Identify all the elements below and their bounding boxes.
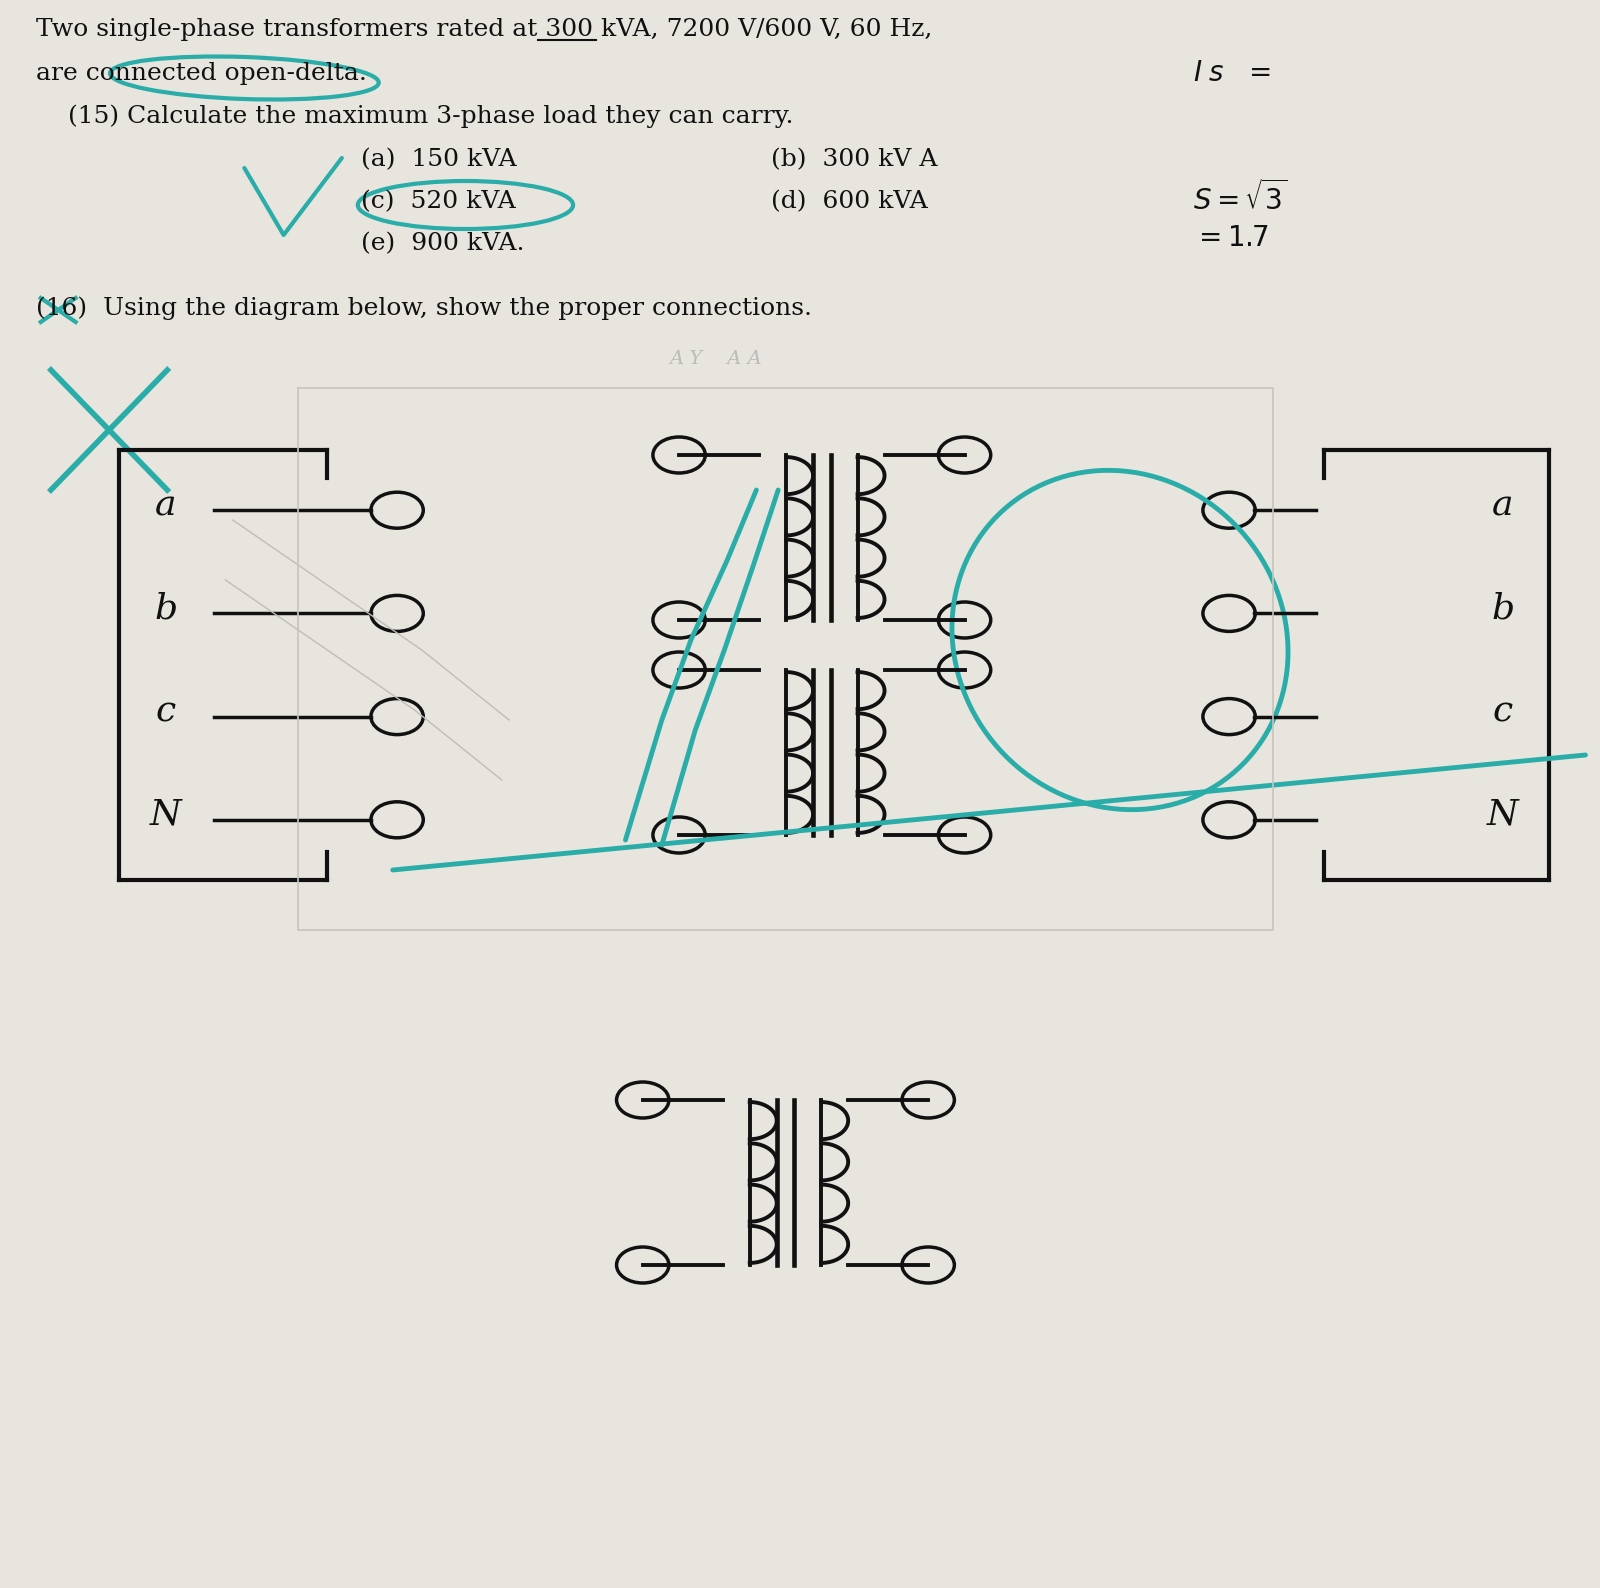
Text: are connected open-delta.: are connected open-delta. [37, 62, 368, 86]
Text: (b)  300 kV A: (b) 300 kV A [771, 148, 938, 172]
Text: $I \; s \;$  =: $I \; s \;$ = [1192, 60, 1270, 87]
Text: a: a [155, 488, 176, 522]
Text: (c)  520 kVA: (c) 520 kVA [360, 191, 515, 213]
Text: A Y    A A: A Y A A [669, 349, 762, 368]
Text: b: b [154, 591, 178, 626]
Text: c: c [155, 694, 176, 729]
Text: (d)  600 kVA: (d) 600 kVA [771, 191, 928, 213]
Text: N: N [1486, 797, 1518, 832]
Text: (16)  Using the diagram below, show the proper connections.: (16) Using the diagram below, show the p… [37, 295, 813, 319]
Text: $S = \sqrt{3}$: $S = \sqrt{3}$ [1192, 179, 1288, 216]
Text: (a)  150 kVA: (a) 150 kVA [360, 148, 517, 172]
Text: (15) Calculate the maximum 3-phase load they can carry.: (15) Calculate the maximum 3-phase load … [37, 103, 794, 127]
Text: a: a [1491, 488, 1514, 522]
Text: $= 1.7$: $= 1.7$ [1192, 225, 1269, 252]
Text: Two single-phase transformers rated at 300 kVA, 7200 V/600 V, 60 Hz,: Two single-phase transformers rated at 3… [37, 17, 933, 41]
Text: b: b [1491, 591, 1514, 626]
Text: (e)  900 kVA.: (e) 900 kVA. [360, 232, 525, 256]
Text: c: c [1493, 694, 1512, 729]
Text: N: N [150, 797, 182, 832]
